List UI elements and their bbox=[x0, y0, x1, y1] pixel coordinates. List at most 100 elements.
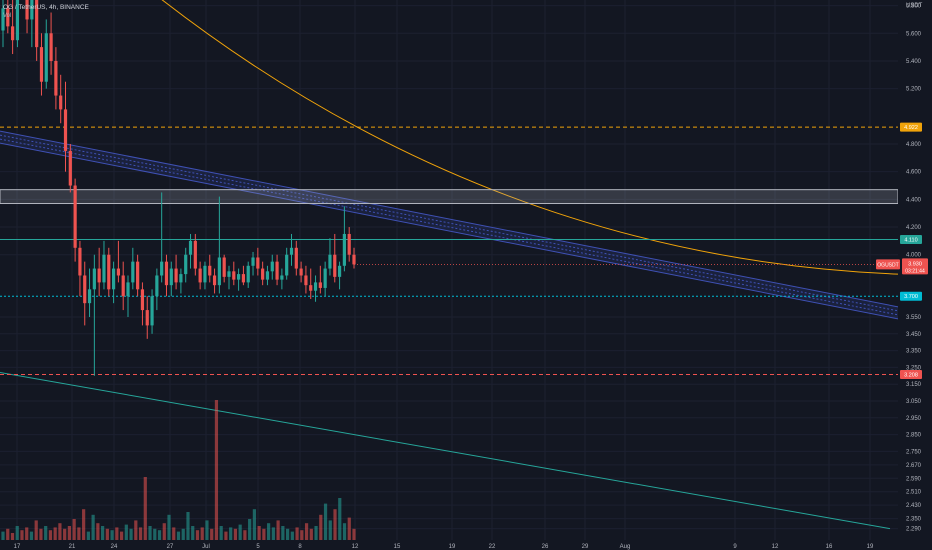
price-tick-label: 2.430 bbox=[906, 503, 922, 509]
candle bbox=[78, 240, 82, 297]
candle bbox=[313, 275, 318, 302]
candle bbox=[83, 261, 87, 326]
time-tick-label: 24 bbox=[111, 544, 118, 550]
candle bbox=[97, 247, 101, 297]
volume-bar bbox=[248, 519, 252, 540]
volume-bar bbox=[67, 526, 72, 540]
candle bbox=[111, 261, 116, 304]
candle bbox=[222, 254, 226, 283]
candle bbox=[102, 240, 106, 290]
candle-body bbox=[150, 296, 154, 326]
candle bbox=[30, 0, 34, 48]
candle-body bbox=[83, 275, 87, 304]
candle-body bbox=[160, 261, 164, 276]
candle-body bbox=[140, 289, 145, 311]
candle bbox=[342, 206, 346, 272]
candle bbox=[39, 33, 44, 96]
candlestick-series bbox=[1, 0, 356, 376]
candle bbox=[164, 254, 169, 297]
volume-bar bbox=[210, 528, 214, 540]
volume-bar bbox=[143, 477, 147, 540]
candle-body bbox=[251, 257, 255, 266]
candle-body bbox=[145, 310, 149, 326]
volume-bar bbox=[257, 526, 261, 540]
volume-bar bbox=[200, 527, 204, 540]
candle bbox=[68, 144, 72, 193]
price-tick-label: 5.400 bbox=[906, 59, 922, 65]
candle bbox=[237, 268, 241, 291]
candle-body bbox=[25, 0, 29, 20]
time-tick-label: 27 bbox=[167, 544, 174, 550]
candle-body bbox=[87, 289, 92, 304]
volume-bar bbox=[29, 531, 34, 540]
candle-body bbox=[184, 254, 188, 275]
price-tick-label: 4.200 bbox=[906, 225, 922, 231]
volume-bar bbox=[309, 528, 313, 540]
volume-legend[interactable]: Vol bbox=[3, 13, 11, 19]
candle bbox=[337, 261, 342, 290]
trend-channel-line bbox=[0, 142, 899, 320]
candle bbox=[208, 254, 212, 283]
volume-bar bbox=[276, 520, 280, 540]
volume-bar bbox=[86, 531, 90, 540]
trend-channel-fill bbox=[0, 131, 898, 319]
candle-body bbox=[68, 150, 72, 186]
candle-body bbox=[227, 271, 231, 277]
volume-bar bbox=[34, 520, 38, 540]
candle bbox=[107, 247, 111, 297]
price-level-tag: 3.208 bbox=[900, 369, 922, 379]
candle-body bbox=[97, 268, 101, 283]
time-axis[interactable]: 17 21 24 27 Jul 5 8 12 15 19 22 26 29 Aug 9 12 16 19 bbox=[14, 544, 874, 550]
price-axis[interactable]: USDT 6.6006.4006.2006.0005.8005.6005.400… bbox=[906, 0, 923, 533]
candle-body bbox=[1, 8, 5, 31]
symbol-title[interactable]: OG / TetherUS, 4h, BINANCE bbox=[3, 4, 90, 11]
volume-bar bbox=[153, 528, 157, 540]
candle bbox=[174, 254, 178, 290]
volume-bar bbox=[162, 523, 166, 540]
candle bbox=[198, 261, 202, 290]
candle-body bbox=[203, 265, 207, 283]
volume-bar bbox=[314, 526, 318, 540]
volume-bar bbox=[119, 531, 124, 540]
candle bbox=[294, 240, 298, 276]
candle-body bbox=[342, 233, 346, 266]
price-level-tag: 4.110 bbox=[900, 234, 922, 244]
bar-countdown-text: 03:21:44 bbox=[905, 268, 925, 274]
price-tick-label: 3.250 bbox=[906, 365, 922, 371]
time-tick-label: Aug bbox=[620, 544, 631, 550]
candle-body bbox=[6, 8, 10, 27]
volume-bar bbox=[224, 531, 228, 540]
resistance-curve bbox=[161, 0, 899, 275]
time-tick-label: 21 bbox=[69, 544, 76, 550]
candle bbox=[6, 0, 10, 34]
price-level-tag: 3.700 bbox=[900, 291, 922, 301]
candle bbox=[169, 261, 173, 297]
volume-bar bbox=[281, 526, 285, 540]
price-tick-label: 5.800 bbox=[906, 4, 922, 10]
volume-bar bbox=[214, 400, 219, 540]
volume-bar bbox=[285, 528, 290, 540]
candle bbox=[179, 268, 183, 294]
time-tick-label: 12 bbox=[352, 544, 359, 550]
candle bbox=[318, 265, 322, 294]
price-level-tag-bg bbox=[900, 122, 922, 132]
candle-body bbox=[309, 285, 313, 291]
candle-body bbox=[217, 257, 221, 286]
last-price-tag-bg bbox=[902, 258, 928, 275]
candle bbox=[328, 238, 332, 276]
volume-bar bbox=[205, 520, 209, 540]
candle-body bbox=[179, 274, 183, 283]
time-tick-label: 17 bbox=[14, 544, 21, 550]
candle-body bbox=[174, 268, 178, 283]
price-tick-label: 4.400 bbox=[906, 197, 922, 203]
candle-body bbox=[212, 275, 217, 286]
candle bbox=[63, 81, 68, 172]
candle-body bbox=[313, 282, 318, 291]
volume-bar bbox=[172, 527, 176, 540]
volume-bar bbox=[63, 528, 67, 540]
volume-bar bbox=[176, 531, 181, 540]
volume-bar bbox=[267, 523, 271, 540]
price-tick-label: 2.950 bbox=[906, 416, 922, 422]
